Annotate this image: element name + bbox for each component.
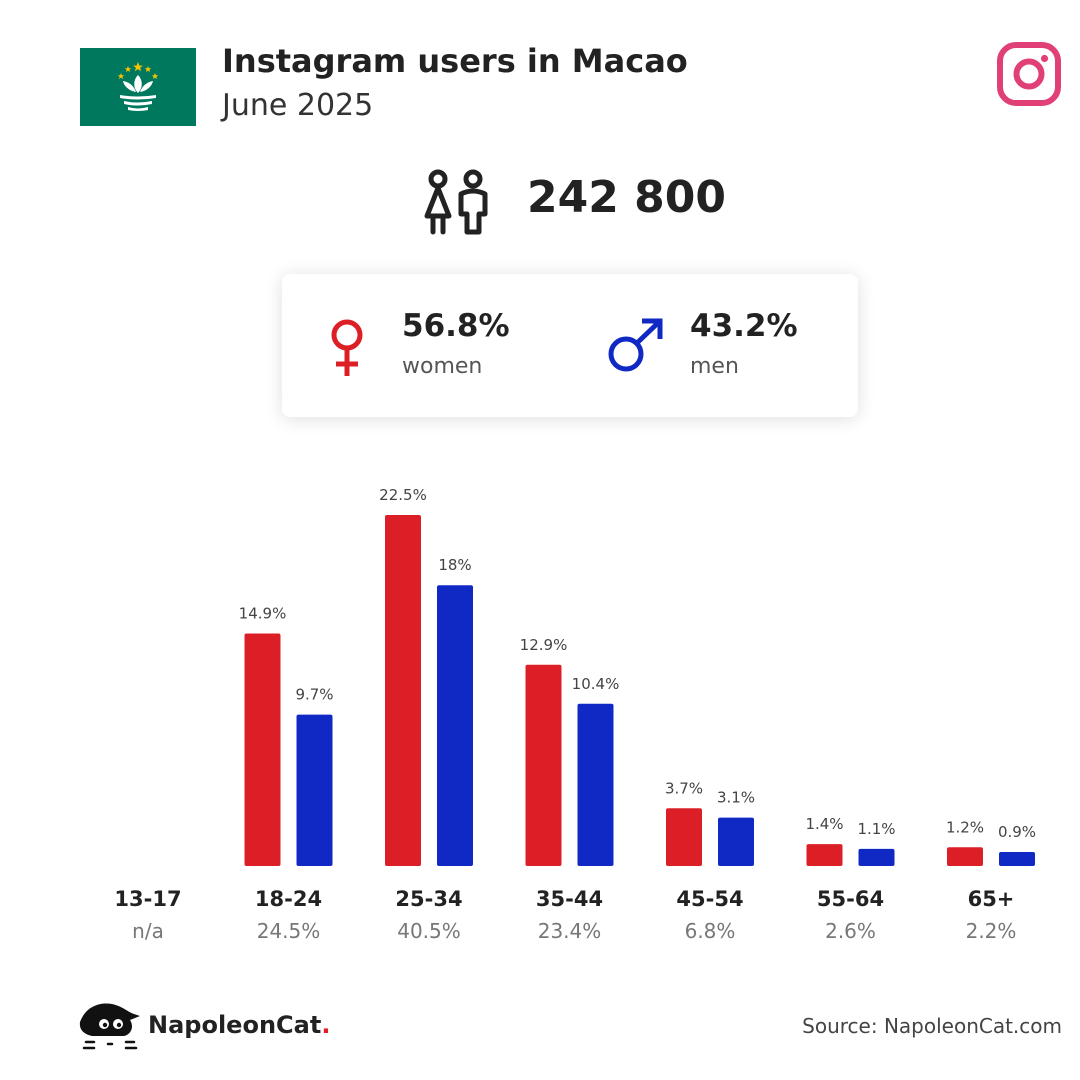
bar-label-women-35-44: 12.9% xyxy=(520,636,568,654)
bar-men-55-64 xyxy=(858,848,895,866)
bar-label-women-45-54: 3.7% xyxy=(665,779,703,797)
category-label-25-34: 25-34 xyxy=(395,887,462,911)
male-symbol-icon xyxy=(608,318,663,372)
source-credit: Source: NapoleonCat.com xyxy=(802,1014,1062,1038)
category-total-65+: 2.2% xyxy=(966,919,1017,943)
bar-women-65+ xyxy=(947,847,983,866)
men-percent: 43.2% xyxy=(690,308,798,344)
brand-name: NapoleonCat. xyxy=(148,1011,331,1039)
bar-label-men-25-34: 18% xyxy=(438,556,471,574)
category-label-13-17: 13-17 xyxy=(114,887,181,911)
total-users: 242 800 xyxy=(527,172,727,223)
bar-men-18-24 xyxy=(296,714,333,866)
bar-men-65+ xyxy=(999,851,1035,866)
men-label: men xyxy=(690,354,739,379)
women-percent: 56.8% xyxy=(402,308,510,344)
napoleoncat-logo-icon xyxy=(79,1003,140,1050)
people-icon xyxy=(424,169,488,235)
category-total-45-54: 6.8% xyxy=(685,919,736,943)
bar-women-18-24 xyxy=(244,633,281,866)
bar-label-women-18-24: 14.9% xyxy=(239,605,287,623)
bar-label-women-25-34: 22.5% xyxy=(379,486,427,504)
age-gender-bar-chart: 13-17 n/a 14.9% 9.7% 18-24 24.5% 22.5% 18% 25-34… xyxy=(114,486,1036,943)
category-total-18-24: 24.5% xyxy=(257,919,321,943)
category-total-25-34: 40.5% xyxy=(397,919,461,943)
category-label-35-44: 35-44 xyxy=(536,887,603,911)
gender-card xyxy=(282,274,858,417)
bar-men-45-54 xyxy=(718,817,754,866)
bar-men-35-44 xyxy=(577,703,614,866)
bar-women-45-54 xyxy=(666,808,702,866)
bar-label-women-65+: 1.2% xyxy=(946,818,984,836)
chart-subtitle: June 2025 xyxy=(222,88,374,123)
macao-flag-icon xyxy=(80,48,196,126)
chart-title: Instagram users in Macao xyxy=(222,42,688,80)
category-total-55-64: 2.6% xyxy=(825,919,876,943)
bar-label-men-35-44: 10.4% xyxy=(572,675,620,693)
bar-women-35-44 xyxy=(525,664,562,866)
bar-label-men-18-24: 9.7% xyxy=(295,686,333,704)
women-label: women xyxy=(402,354,483,379)
bar-label-men-45-54: 3.1% xyxy=(717,789,755,807)
bar-men-25-34 xyxy=(437,585,473,866)
category-label-18-24: 18-24 xyxy=(255,887,322,911)
bar-label-women-55-64: 1.4% xyxy=(805,815,843,833)
instagram-icon xyxy=(997,42,1061,106)
category-label-55-64: 55-64 xyxy=(817,887,884,911)
category-label-65+: 65+ xyxy=(968,887,1015,911)
bar-women-55-64 xyxy=(806,844,843,866)
bar-women-25-34 xyxy=(385,515,421,866)
bar-label-men-65+: 0.9% xyxy=(998,823,1036,841)
category-total-13-17: n/a xyxy=(132,919,164,943)
category-label-45-54: 45-54 xyxy=(676,887,743,911)
female-symbol-icon xyxy=(331,319,363,376)
bar-label-men-55-64: 1.1% xyxy=(857,820,895,838)
category-total-35-44: 23.4% xyxy=(538,919,602,943)
